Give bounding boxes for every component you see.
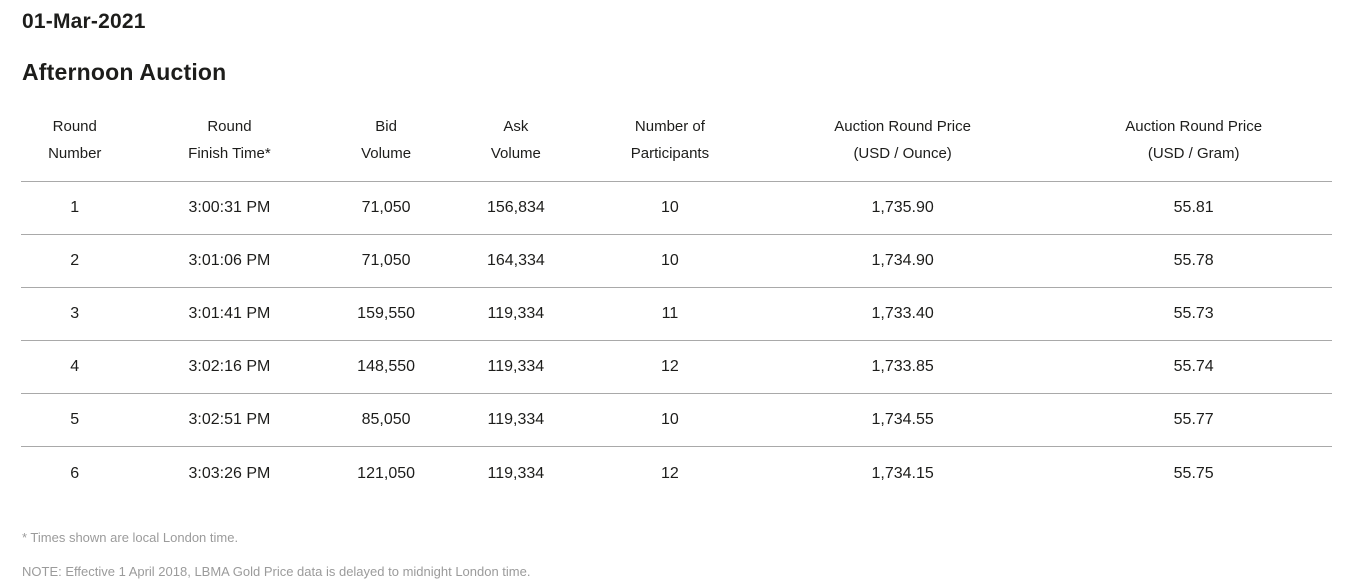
col-header-round-finish-time: Round Finish Time* — [128, 109, 331, 183]
table-row: 4 3:02:16 PM 148,550 119,334 12 1,733.85… — [21, 340, 1332, 395]
cell-bid-volume: 159,550 — [330, 287, 442, 342]
times-footnote: * Times shown are local London time. — [22, 529, 239, 545]
table-row: 3 3:01:41 PM 159,550 119,334 11 1,733.40… — [21, 287, 1332, 342]
col-header-line: Auction Round Price — [834, 118, 971, 136]
col-header-price-usd-ounce: Auction Round Price (USD / Ounce) — [749, 109, 1056, 183]
cell-ask-volume: 119,334 — [441, 393, 590, 448]
table-row: 5 3:02:51 PM 85,050 119,334 10 1,734.55 … — [21, 393, 1332, 448]
cell-finish-time: 3:01:06 PM — [128, 234, 331, 289]
cell-finish-time: 3:02:51 PM — [128, 393, 331, 448]
cell-ask-volume: 119,334 — [441, 340, 590, 395]
cell-ask-volume: 119,334 — [441, 287, 590, 342]
cell-round-number: 4 — [21, 340, 129, 395]
col-header-price-usd-gram: Auction Round Price (USD / Gram) — [1055, 109, 1332, 183]
table-row: 2 3:01:06 PM 71,050 164,334 10 1,734.90 … — [21, 234, 1332, 289]
col-header-line: Auction Round Price — [1125, 118, 1263, 136]
cell-round-number: 5 — [21, 393, 129, 448]
table-row: 6 3:03:26 PM 121,050 119,334 12 1,734.15… — [21, 447, 1332, 500]
cell-price-usd-ounce: 1,734.15 — [871, 464, 934, 482]
cell-price-usd-gram: 55.77 — [1055, 393, 1332, 448]
cell-round-number: 2 — [21, 234, 129, 289]
cell-bid-volume: 71,050 — [330, 234, 442, 289]
cell-ask-volume: 156,834 — [441, 181, 590, 236]
cell-price-usd-ounce: 1,735.90 — [749, 181, 1056, 236]
col-header-ask-volume: Ask Volume — [441, 109, 590, 183]
col-header-line: Finish Time* — [188, 145, 271, 163]
table-header: Round Number Round Finish Time* Bid Volu… — [21, 109, 1332, 183]
col-header-line: Round — [207, 118, 252, 136]
cell-round-number: 3 — [21, 287, 129, 342]
auction-title: Afternoon Auction — [22, 59, 227, 86]
cell-ask-volume: 119,334 — [487, 464, 545, 482]
cell-bid-volume: 85,050 — [330, 393, 442, 448]
cell-participants: 10 — [589, 181, 750, 236]
cell-participants: 12 — [589, 340, 750, 395]
delay-footnote: NOTE: Effective 1 April 2018, LBMA Gold … — [22, 564, 531, 580]
cell-participants: 10 — [589, 234, 750, 289]
col-header-line: Number — [48, 145, 102, 163]
cell-price-usd-ounce: 1,733.85 — [749, 340, 1056, 395]
col-header-line: Round — [52, 118, 97, 136]
col-header-line: Participants — [630, 145, 710, 163]
cell-price-usd-gram: 55.75 — [1173, 464, 1214, 482]
col-header-participants: Number of Participants — [589, 109, 750, 183]
table-header-row: Round Number Round Finish Time* Bid Volu… — [21, 109, 1332, 183]
cell-participants: 10 — [589, 393, 750, 448]
table-row: 1 3:00:31 PM 71,050 156,834 10 1,735.90 … — [21, 181, 1332, 236]
cell-bid-volume: 71,050 — [330, 181, 442, 236]
cell-finish-time: 3:02:16 PM — [128, 340, 331, 395]
table-body: 1 3:00:31 PM 71,050 156,834 10 1,735.90 … — [21, 181, 1332, 500]
cell-price-usd-ounce: 1,734.55 — [749, 393, 1056, 448]
col-header-round-number: Round Number — [21, 109, 129, 183]
cell-round-number: 1 — [21, 181, 129, 236]
cell-finish-time: 3:00:31 PM — [128, 181, 331, 236]
col-header-line: Volume — [490, 145, 541, 163]
cell-price-usd-gram: 55.81 — [1055, 181, 1332, 236]
cell-round-number: 6 — [70, 464, 80, 482]
col-header-line: Volume — [361, 145, 412, 163]
col-header-line: Bid — [375, 118, 397, 136]
cell-finish-time: 3:03:26 PM — [188, 464, 271, 482]
col-header-line: (USD / Ounce) — [853, 145, 952, 163]
col-header-line: (USD / Gram) — [1147, 145, 1240, 163]
cell-finish-time: 3:01:41 PM — [128, 287, 331, 342]
cell-price-usd-ounce: 1,734.90 — [749, 234, 1056, 289]
cell-price-usd-gram: 55.73 — [1055, 287, 1332, 342]
date-title: 01-Mar-2021 — [22, 10, 146, 33]
col-header-line: Ask — [503, 118, 529, 136]
cell-bid-volume: 121,050 — [357, 464, 416, 482]
col-header-bid-volume: Bid Volume — [330, 109, 442, 183]
cell-ask-volume: 164,334 — [441, 234, 590, 289]
cell-participants: 11 — [589, 287, 750, 342]
cell-participants: 12 — [661, 464, 679, 482]
auction-rounds-table: Round Number Round Finish Time* Bid Volu… — [21, 109, 1332, 500]
col-header-line: Number of — [634, 118, 705, 136]
cell-price-usd-gram: 55.78 — [1055, 234, 1332, 289]
cell-price-usd-ounce: 1,733.40 — [749, 287, 1056, 342]
cell-bid-volume: 148,550 — [330, 340, 442, 395]
cell-price-usd-gram: 55.74 — [1055, 340, 1332, 395]
